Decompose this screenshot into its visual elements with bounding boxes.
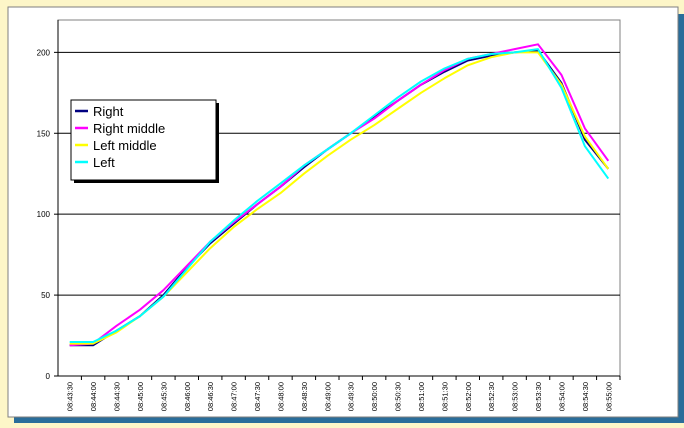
legend-box	[70, 99, 217, 181]
y-tick-label: 100	[37, 210, 51, 219]
x-tick-label: 08:43:30	[66, 382, 75, 411]
y-tick-label: 0	[46, 372, 51, 381]
x-tick-label: 08:45:30	[159, 382, 168, 411]
x-tick-label: 08:47:30	[253, 382, 262, 411]
x-tick-label: 08:47:00	[230, 382, 239, 411]
series-layer	[69, 43, 610, 347]
x-tick-label: 08:45:00	[136, 382, 145, 411]
x-tick-label: 08:55:00	[604, 382, 613, 411]
x-tick-label: 08:52:00	[464, 382, 473, 411]
legend-entry: Right	[93, 104, 124, 119]
legend: Right Right middle Left middle Left	[70, 99, 219, 183]
legend-entry: Left middle	[93, 138, 157, 153]
chart-area	[7, 6, 679, 418]
x-tick-label: 08:54:30	[581, 382, 590, 411]
x-tick-label: 08:50:00	[370, 382, 379, 411]
x-tick-label: 08:50:30	[394, 382, 403, 411]
y-tick-label: 50	[41, 291, 50, 300]
x-tick-label: 08:46:00	[183, 382, 192, 411]
series-line-left	[69, 48, 610, 343]
legend-entry: Left	[93, 155, 115, 170]
x-tick-label: 08:52:30	[487, 382, 496, 411]
legend-entry: Right middle	[93, 121, 165, 136]
x-tick-label: 08:49:00	[323, 382, 332, 411]
x-tick-label: 08:46:30	[206, 382, 215, 411]
x-tick-label: 08:48:00	[276, 382, 285, 411]
x-tick-label: 08:51:00	[417, 382, 426, 411]
x-tick-label: 08:53:30	[534, 382, 543, 411]
y-tick-label: 150	[37, 129, 51, 138]
x-tick-label: 08:54:00	[557, 382, 566, 411]
x-tick-label: 08:49:30	[347, 382, 356, 411]
axis-layer: 0 50 100 150 200 08:43:30 08:44:00 08:44:30 08:4…	[37, 20, 621, 411]
x-tick-label: 08:44:00	[89, 382, 98, 411]
x-tick-label: 08:48:30	[300, 382, 309, 411]
x-tick-label: 08:53:00	[511, 382, 520, 411]
y-tick-label: 200	[37, 48, 51, 57]
x-tick-label: 08:44:30	[113, 382, 122, 411]
x-tick-label: 08:51:30	[440, 382, 449, 411]
